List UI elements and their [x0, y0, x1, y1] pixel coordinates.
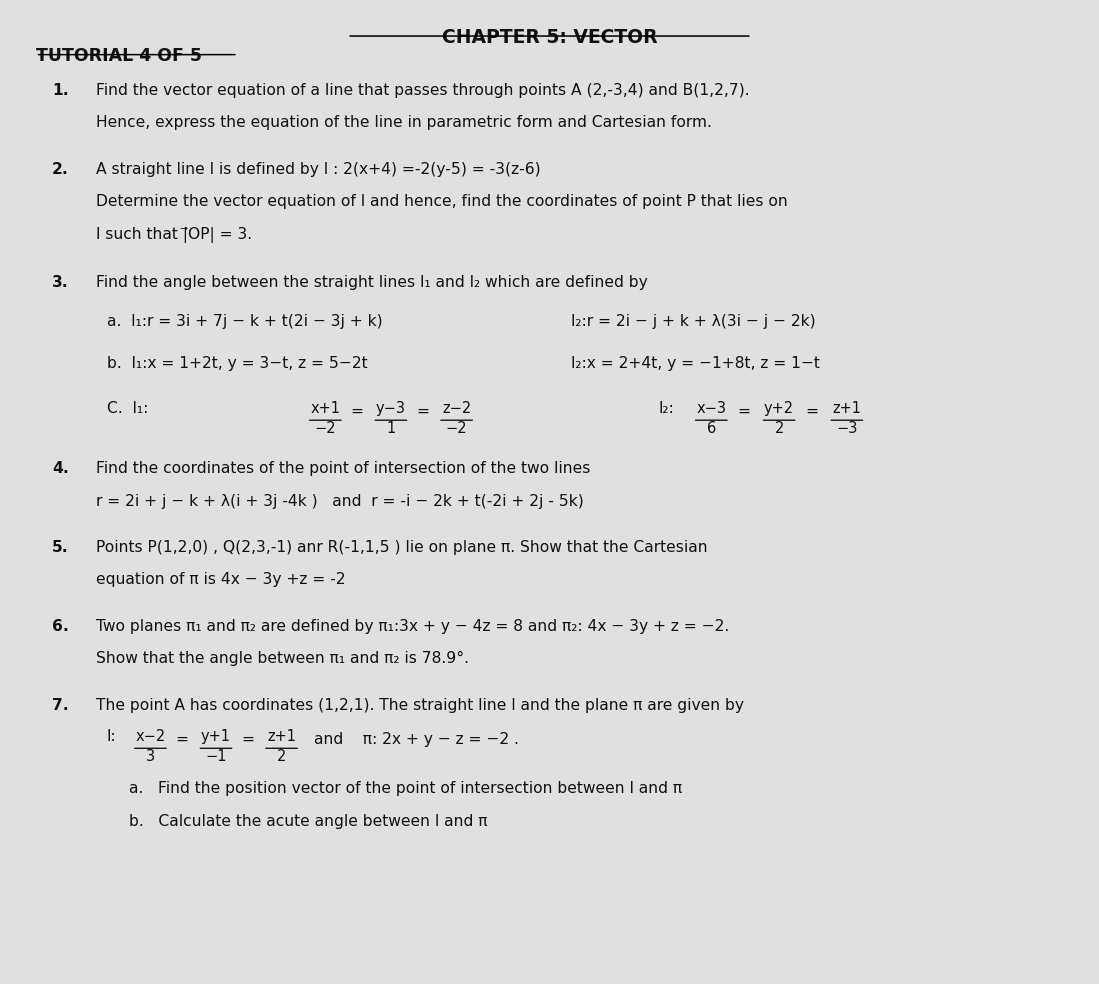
- Text: l such that |⃗OP| = 3.: l such that |⃗OP| = 3.: [96, 226, 252, 242]
- Text: −2: −2: [314, 421, 336, 436]
- Text: Two planes π₁ and π₂ are defined by π₁:3x + y − 4z = 8 and π₂: 4x − 3y + z = −2.: Two planes π₁ and π₂ are defined by π₁:3…: [96, 619, 729, 634]
- Text: x−3: x−3: [697, 400, 726, 415]
- Text: =: =: [351, 403, 364, 418]
- Text: 6.: 6.: [52, 619, 69, 634]
- Text: b.  l₁:x = 1+2t, y = 3−t, z = 5−2t: b. l₁:x = 1+2t, y = 3−t, z = 5−2t: [107, 356, 367, 372]
- Text: =: =: [806, 403, 819, 418]
- Text: 2: 2: [775, 421, 784, 436]
- Text: a.  l₁:r = 3i + 7j − k + t(2i − 3j + k): a. l₁:r = 3i + 7j − k + t(2i − 3j + k): [107, 314, 382, 329]
- Text: Find the coordinates of the point of intersection of the two lines: Find the coordinates of the point of int…: [96, 461, 590, 476]
- Text: −3: −3: [836, 421, 857, 436]
- Text: Find the angle between the straight lines l₁ and l₂ which are defined by: Find the angle between the straight line…: [96, 275, 647, 289]
- Text: −1: −1: [206, 749, 226, 765]
- Text: Points P(1,2,0) , Q(2,3,-1) anr R(-1,1,5 ) lie on plane π. Show that the Cartesi: Points P(1,2,0) , Q(2,3,-1) anr R(-1,1,5…: [96, 540, 708, 555]
- Text: l₂:x = 2+4t, y = −1+8t, z = 1−t: l₂:x = 2+4t, y = −1+8t, z = 1−t: [571, 356, 820, 372]
- Text: y−3: y−3: [376, 400, 406, 415]
- Text: 5.: 5.: [52, 540, 69, 555]
- Text: 1: 1: [387, 421, 396, 436]
- Text: l:: l:: [107, 729, 116, 744]
- Text: Determine the vector equation of l and hence, find the coordinates of point P th: Determine the vector equation of l and h…: [96, 194, 788, 209]
- Text: z+1: z+1: [267, 729, 296, 744]
- Text: 3: 3: [146, 749, 155, 765]
- Text: A straight line l is defined by l : 2(x+4) =-2(y-5) = -3(z-6): A straight line l is defined by l : 2(x+…: [96, 161, 541, 177]
- Text: Find the vector equation of a line that passes through points A (2,-3,4) and B(1: Find the vector equation of a line that …: [96, 83, 750, 98]
- Text: The point A has coordinates (1,2,1). The straight line l and the plane π are giv: The point A has coordinates (1,2,1). The…: [96, 698, 744, 712]
- Text: =: =: [176, 732, 189, 747]
- Text: 1.: 1.: [52, 83, 69, 98]
- Text: =: =: [417, 403, 429, 418]
- Text: y+2: y+2: [764, 400, 795, 415]
- Text: 4.: 4.: [52, 461, 69, 476]
- Text: 3.: 3.: [52, 275, 69, 289]
- Text: b.   Calculate the acute angle between l and π: b. Calculate the acute angle between l a…: [129, 814, 487, 829]
- Text: C.  l₁:: C. l₁:: [107, 400, 148, 415]
- Text: y+1: y+1: [201, 729, 231, 744]
- Text: CHAPTER 5: VECTOR: CHAPTER 5: VECTOR: [442, 29, 657, 47]
- Text: x−2: x−2: [135, 729, 166, 744]
- Text: x+1: x+1: [310, 400, 341, 415]
- Text: =: =: [241, 732, 254, 747]
- Text: 2.: 2.: [52, 161, 69, 177]
- Text: l₂:r = 2i − j + k + λ(3i − j − 2k): l₂:r = 2i − j + k + λ(3i − j − 2k): [571, 314, 815, 329]
- Text: 2: 2: [277, 749, 287, 765]
- Text: TUTORIAL 4 OF 5: TUTORIAL 4 OF 5: [35, 47, 201, 65]
- Text: 7.: 7.: [52, 698, 69, 712]
- Text: z+1: z+1: [832, 400, 862, 415]
- Text: Show that the angle between π₁ and π₂ is 78.9°.: Show that the angle between π₁ and π₂ is…: [96, 651, 468, 666]
- Text: =: =: [737, 403, 751, 418]
- Text: −2: −2: [446, 421, 467, 436]
- Text: Hence, express the equation of the line in parametric form and Cartesian form.: Hence, express the equation of the line …: [96, 115, 711, 130]
- Text: z−2: z−2: [442, 400, 471, 415]
- Text: equation of π is 4x − 3y +z = -2: equation of π is 4x − 3y +z = -2: [96, 573, 345, 587]
- Text: l₂:: l₂:: [658, 400, 675, 415]
- Text: 6: 6: [707, 421, 715, 436]
- Text: r = 2i + j − k + λ(i + 3j -4k )   and  r = -i − 2k + t(-2i + 2j - 5k): r = 2i + j − k + λ(i + 3j -4k ) and r = …: [96, 494, 584, 509]
- Text: a.   Find the position vector of the point of intersection between l and π: a. Find the position vector of the point…: [129, 781, 681, 796]
- Text: and    π: 2x + y − z = −2 .: and π: 2x + y − z = −2 .: [314, 732, 520, 747]
